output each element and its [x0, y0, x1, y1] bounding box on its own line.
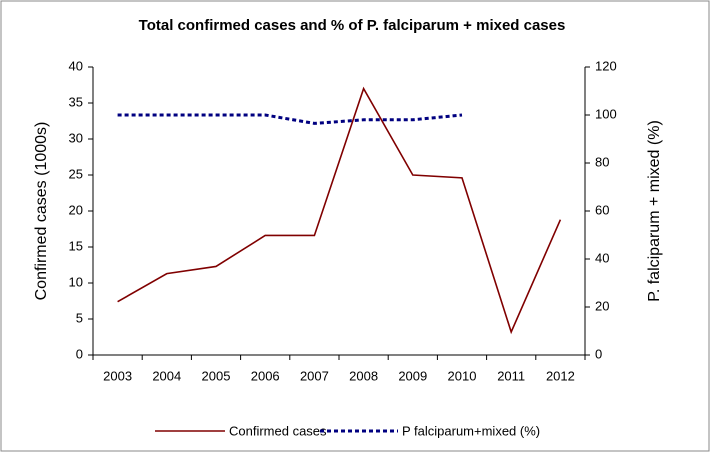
x-tick-label: 2010 — [448, 368, 477, 383]
y-axis-label: Confirmed cases (1000s) — [33, 122, 50, 301]
y-tick-label: 10 — [69, 274, 83, 289]
legend-label: P falciparum+mixed (%) — [402, 423, 540, 438]
y2-tick-label: 20 — [595, 298, 609, 313]
x-tick-label: 2011 — [497, 368, 525, 383]
y2-tick-label: 100 — [595, 106, 617, 121]
y2-tick-label: 40 — [595, 250, 609, 265]
x-tick-label: 2003 — [103, 368, 132, 383]
y-tick-label: 25 — [69, 166, 83, 181]
y2-tick-label: 120 — [595, 58, 617, 73]
y2-axis-label: P. falciparum + mixed (%) — [646, 120, 663, 302]
chart-title: Total confirmed cases and % of P. falcip… — [139, 17, 566, 34]
y2-tick-label: 80 — [595, 154, 609, 169]
x-tick-label: 2004 — [152, 368, 181, 383]
y-tick-label: 0 — [76, 346, 83, 361]
y-tick-label: 40 — [69, 58, 83, 73]
series-line — [117, 86, 562, 335]
x-tick-label: 2007 — [300, 368, 329, 383]
y-tick-label: 5 — [76, 310, 83, 325]
y-tick-label: 20 — [69, 202, 83, 217]
y-tick-label: 35 — [69, 94, 83, 109]
x-tick-label: 2006 — [251, 368, 280, 383]
y2-tick-label: 0 — [595, 346, 602, 361]
series-line — [117, 113, 463, 125]
y-tick-label: 15 — [69, 238, 83, 253]
x-tick-label: 2005 — [202, 368, 231, 383]
y-tick-label: 30 — [69, 130, 83, 145]
legend-label: Confirmed cases — [229, 423, 327, 438]
y2-tick-label: 60 — [595, 202, 609, 217]
x-tick-label: 2012 — [546, 368, 575, 383]
x-tick-label: 2008 — [349, 368, 378, 383]
x-tick-label: 2009 — [398, 368, 427, 383]
